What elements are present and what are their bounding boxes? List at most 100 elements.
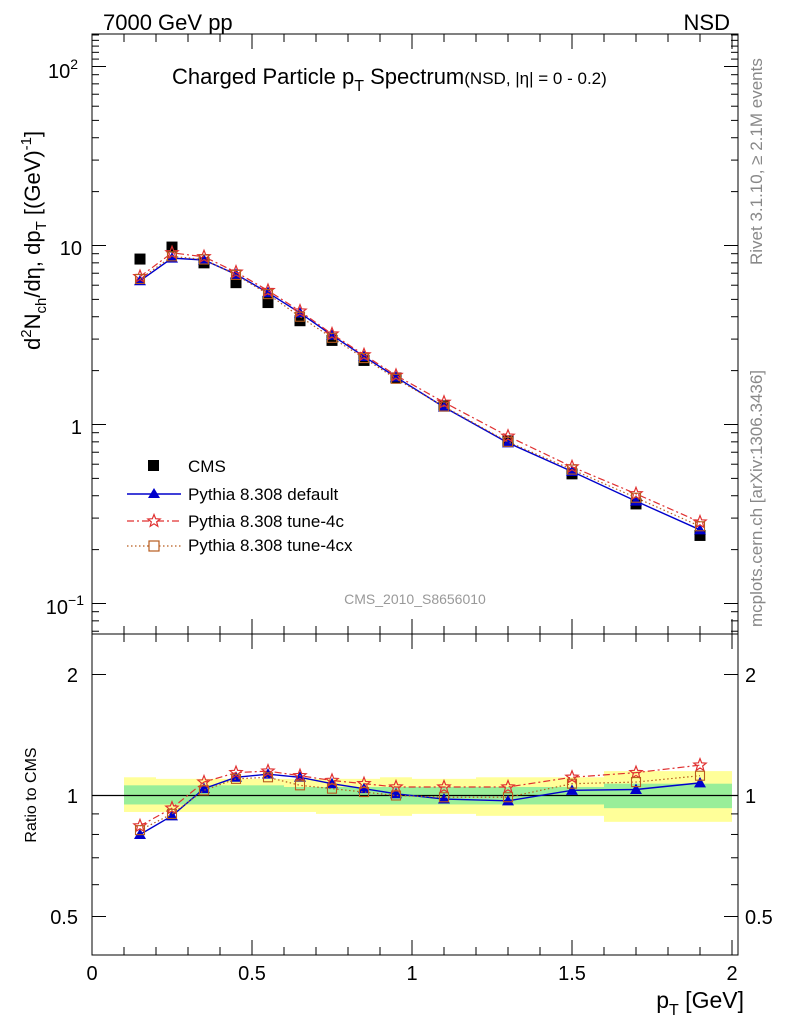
ratio-point-1-11 xyxy=(564,769,580,784)
ratio-point-1-12 xyxy=(628,764,644,780)
main-point-3-1 xyxy=(166,251,178,262)
main-line-3 xyxy=(139,255,701,527)
legend-label-tune4cx: Pythia 8.308 tune-4cx xyxy=(188,536,353,555)
ylabel-sup-m1: -1 xyxy=(18,137,35,150)
ratio-point-2-10 xyxy=(502,792,514,803)
ytick-100-exp: 2 xyxy=(70,56,78,72)
ratio-point-1-4 xyxy=(260,762,276,778)
ratio-ylabel: Ratio to CMS xyxy=(23,747,40,842)
ratio-point-1-7 xyxy=(356,775,372,791)
main-point-3-5 xyxy=(294,311,306,322)
legend-item-default: Pythia 8.308 default xyxy=(127,485,339,504)
ytick-100-base: 10 xyxy=(48,61,70,83)
main-point-3-4 xyxy=(262,289,274,300)
ratio-line-2 xyxy=(139,775,701,831)
ratio-point-1-10 xyxy=(500,778,516,794)
main-line-2 xyxy=(139,252,701,523)
title-sub: T xyxy=(354,78,364,95)
main-point-3-7 xyxy=(358,353,370,364)
main-point-3-9 xyxy=(438,401,450,412)
main-point-1-1 xyxy=(166,252,178,263)
main-point-2-7 xyxy=(356,346,372,362)
ratio-ytick-1: 1 xyxy=(67,786,78,808)
ylabel-N: N xyxy=(20,314,45,330)
ratio-band-inner-3 xyxy=(220,785,252,805)
main-point-2-13 xyxy=(692,513,708,529)
legend-marker-tune4cx xyxy=(148,540,160,552)
xlabel-main: p xyxy=(656,987,669,1013)
ylabel-d: d xyxy=(20,338,45,350)
ratio-band-inner-4 xyxy=(252,785,284,805)
ratio-series-2 xyxy=(134,770,706,836)
main-point-2-5 xyxy=(292,302,308,318)
ratio-point-2-11 xyxy=(566,778,578,789)
ratio-point-2-1 xyxy=(166,808,178,819)
ylabel-end: [(GeV) xyxy=(20,150,45,221)
main-point-3-2 xyxy=(198,254,210,265)
main-point-1-13 xyxy=(694,523,706,535)
ylabel-sup2: 2 xyxy=(18,329,35,337)
ratio-point-1-2 xyxy=(196,773,212,789)
ratio-point-0-2 xyxy=(198,782,210,794)
ratio-point-0-12 xyxy=(630,783,642,794)
ratio-point-2-5 xyxy=(294,780,306,791)
main-series-3 xyxy=(134,251,706,532)
ratio-ticks xyxy=(91,634,738,955)
ratio-ytick-2: 2 xyxy=(67,665,78,687)
chart-title: Charged Particle pT Spectrum(NSD, |η| = … xyxy=(172,64,607,95)
main-point-0-6 xyxy=(326,334,338,346)
xtick-label-1.5: 1.5 xyxy=(558,963,586,985)
main-panel: 102 10 1 10−1 d2Nch/dη, dpT [(GeV)-1] Ch… xyxy=(18,33,739,635)
main-point-2-9 xyxy=(436,394,452,409)
legend-item-tune4cx: Pythia 8.308 tune-4cx xyxy=(127,536,353,555)
main-point-0-0 xyxy=(134,253,146,265)
ratio-point-0-13 xyxy=(694,776,706,788)
analysis-id-label: CMS_2010_S8656010 xyxy=(344,591,486,607)
ratio-point-2-12 xyxy=(630,777,642,788)
ratio-point-2-6 xyxy=(326,783,338,794)
legend: CMS Pythia 8.308 default Pythia 8.308 tu… xyxy=(127,457,353,555)
ratio-point-1-6 xyxy=(324,772,340,788)
ratio-band-inner-0 xyxy=(124,785,156,805)
main-point-3-10 xyxy=(502,436,514,447)
main-point-3-11 xyxy=(566,464,578,475)
ratio-point-1-0 xyxy=(132,817,148,833)
ratio-point-0-11 xyxy=(566,784,578,795)
ratio-line-0 xyxy=(139,773,701,836)
ratio-point-2-0 xyxy=(134,825,146,836)
x-axis-label: pT [GeV] xyxy=(656,987,744,1019)
main-series-layer xyxy=(132,241,708,541)
legend-label-tune4c: Pythia 8.308 tune-4c xyxy=(188,512,344,531)
ratio-point-0-9 xyxy=(438,793,450,804)
xlabel-sub: T xyxy=(669,1002,679,1019)
ratio-ytick-0.5: 0.5 xyxy=(50,907,78,929)
main-point-3-12 xyxy=(630,492,642,503)
process-label: NSD xyxy=(684,10,730,35)
legend-marker-cms xyxy=(148,460,159,471)
main-point-1-12 xyxy=(630,495,642,506)
main-point-2-4 xyxy=(260,282,276,298)
rivet-version-label: Rivet 3.1.10, ≥ 2.1M events xyxy=(747,58,766,265)
ylabel-mid: /dη, dp xyxy=(20,230,45,297)
ratio-ytick-2-right: 2 xyxy=(745,665,756,687)
ytick-label-10: 10 xyxy=(60,238,82,260)
main-point-2-12 xyxy=(628,485,644,501)
ratio-frame xyxy=(91,633,739,956)
energy-label: 7000 GeV pp xyxy=(103,10,233,35)
legend-label-cms: CMS xyxy=(188,457,226,476)
main-point-3-3 xyxy=(230,269,242,280)
legend-marker-default xyxy=(148,488,160,498)
ratio-point-2-9 xyxy=(438,792,450,803)
ratio-point-2-2 xyxy=(198,785,210,796)
ratio-point-1-5 xyxy=(292,767,308,783)
legend-label-default: Pythia 8.308 default xyxy=(188,485,339,504)
ratio-series-1 xyxy=(132,756,708,833)
ratio-point-1-8 xyxy=(388,778,404,794)
ratio-point-1-9 xyxy=(436,778,452,794)
xtick-label-1: 1 xyxy=(406,963,417,985)
ratio-point-1-3 xyxy=(228,764,244,780)
ratio-point-1-1 xyxy=(164,800,180,815)
ytick-01-exp: −1 xyxy=(68,592,84,608)
xtick-label-2: 2 xyxy=(726,963,737,985)
main-point-0-4 xyxy=(262,297,274,309)
